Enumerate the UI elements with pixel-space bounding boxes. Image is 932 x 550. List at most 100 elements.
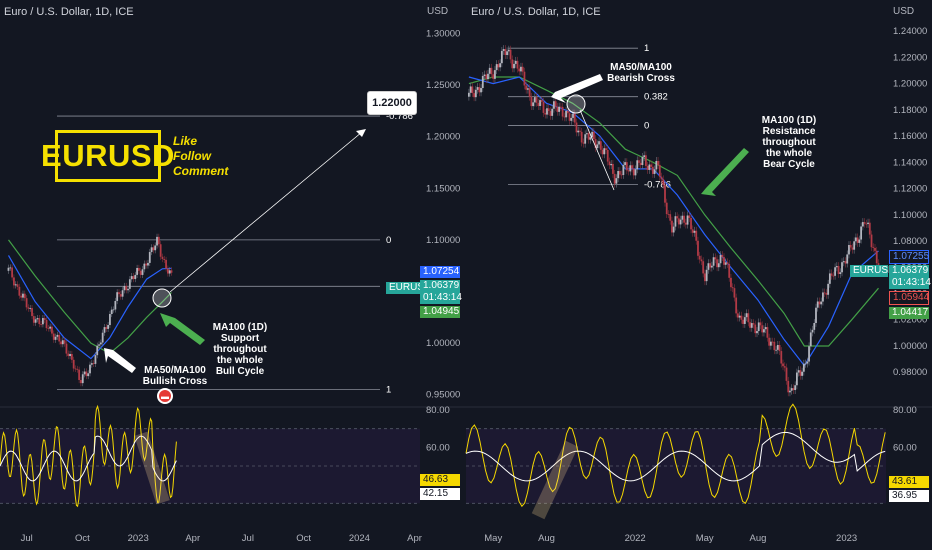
x-tick-label: 2022 <box>625 533 646 544</box>
candle-body <box>726 262 729 264</box>
economic-event-flag-icon[interactable]: ▬ <box>157 388 173 404</box>
candle-body <box>837 266 840 274</box>
ma50-line <box>7 255 172 360</box>
candle-body <box>700 259 703 262</box>
candle-body <box>123 285 126 291</box>
candle-body <box>756 331 758 334</box>
candle-body <box>506 51 508 56</box>
candle-body <box>806 361 809 364</box>
candle-body <box>705 269 708 282</box>
fib-level-label: -0.786 <box>644 180 671 191</box>
candle-body <box>138 267 140 271</box>
candle-body <box>849 244 852 248</box>
y-tick-label: 1.00000 <box>426 338 460 349</box>
candle-body <box>783 366 786 368</box>
candle-body <box>671 220 673 233</box>
x-tick-label: Aug <box>538 533 555 544</box>
candle-body <box>556 106 559 112</box>
candle-body <box>132 276 135 280</box>
candle-body <box>875 250 878 264</box>
candle-body <box>114 300 117 310</box>
candle-body <box>128 279 131 289</box>
candle-body <box>139 270 142 275</box>
candle-body <box>76 368 79 370</box>
candle-body <box>528 88 531 97</box>
candle-body <box>665 202 668 215</box>
candle-body <box>42 318 44 325</box>
candle-body <box>554 101 557 107</box>
cta-follow: Follow <box>173 149 211 163</box>
candle-body <box>855 237 857 242</box>
candle-body <box>677 218 680 225</box>
candle-body <box>480 88 482 93</box>
candle-body <box>625 162 628 171</box>
x-tick-label: 2024 <box>349 533 370 544</box>
candle-body <box>861 222 864 227</box>
candle-body <box>45 320 48 329</box>
y-tick-label: 1.15000 <box>426 183 460 194</box>
candle-body <box>507 49 510 52</box>
candle-body <box>827 283 830 295</box>
candle-body <box>606 150 609 162</box>
candle-body <box>497 64 500 68</box>
ma100-line <box>8 239 172 355</box>
rsi-highlight <box>531 440 579 520</box>
candle-body <box>478 87 481 93</box>
candle-body <box>565 110 567 118</box>
resistance-note: MA100 (1D) Resistance throughout the who… <box>761 115 817 170</box>
left-countdown-tag: 01:43:14 <box>420 292 462 304</box>
y-tick-label: 1.18000 <box>893 105 927 116</box>
x-tick-label: 2023 <box>128 533 149 544</box>
candle-body <box>690 217 692 230</box>
y-tick-label: 1.10000 <box>893 210 927 221</box>
candle-body <box>499 63 502 68</box>
projection-arrowhead <box>356 129 366 137</box>
candle-body <box>740 315 743 320</box>
rsi-line <box>0 404 177 508</box>
candle-body <box>664 185 666 203</box>
candle-body <box>38 318 41 325</box>
candle-body <box>103 327 106 333</box>
candle-body <box>112 309 115 311</box>
candle-body <box>752 323 755 325</box>
candle-body <box>579 130 581 132</box>
candle-body <box>96 345 99 356</box>
cross-circle-marker <box>566 94 586 114</box>
candle-body <box>469 86 472 93</box>
candle-body <box>127 288 129 291</box>
candle-body <box>641 156 644 166</box>
candle-body <box>54 336 57 340</box>
candle-body <box>69 354 71 357</box>
candle-body <box>787 380 790 393</box>
fib-level-label: 0 <box>644 121 649 132</box>
candle-body <box>109 313 111 326</box>
cta-like: Like <box>173 134 198 148</box>
fib-level-label: 1 <box>386 385 391 396</box>
bearish-cross-arrow-icon <box>551 74 603 103</box>
ma50-line <box>468 76 879 367</box>
candle-body <box>474 89 477 98</box>
candle-body <box>717 263 720 268</box>
candle-body <box>778 344 781 352</box>
candle-body <box>589 137 592 140</box>
candle-body <box>580 131 583 143</box>
candle-body <box>792 388 795 391</box>
candle-body <box>719 255 722 264</box>
candle-body <box>116 292 119 301</box>
x-tick-label: Jul <box>242 533 254 544</box>
candle-body <box>802 363 805 372</box>
x-tick-label: May <box>484 533 502 544</box>
candle-body <box>513 63 515 69</box>
candle-body <box>539 100 541 107</box>
candle-body <box>511 59 514 69</box>
x-tick-label: May <box>696 533 714 544</box>
candle-body <box>828 273 831 284</box>
candle-body <box>598 141 600 145</box>
candle-body <box>716 259 718 268</box>
candle-body <box>655 160 658 170</box>
candle-body <box>658 164 661 177</box>
candle-body <box>797 370 800 373</box>
candle-body <box>820 301 823 305</box>
candle-body <box>72 359 75 369</box>
candle-body <box>36 318 39 320</box>
